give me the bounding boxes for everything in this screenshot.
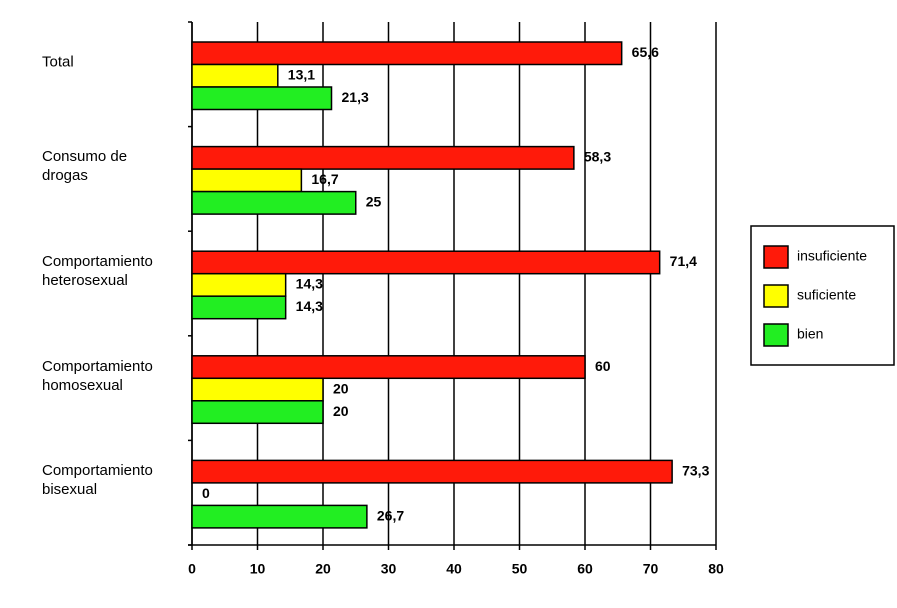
bar — [191, 459, 673, 484]
x-tick-label: 0 — [188, 561, 196, 577]
value-label: 13,1 — [288, 66, 315, 82]
bar — [191, 86, 333, 111]
bar — [191, 63, 279, 88]
bar — [191, 168, 303, 193]
x-tick-label: 70 — [643, 561, 659, 577]
bar — [191, 355, 586, 380]
x-tick-label: 40 — [446, 561, 462, 577]
bar — [191, 295, 287, 320]
bar — [191, 504, 368, 529]
bar — [191, 41, 623, 66]
bar — [191, 250, 661, 275]
x-tick-label: 60 — [577, 561, 593, 577]
bar — [191, 190, 357, 215]
value-label: 25 — [366, 194, 382, 210]
legend-swatch — [763, 323, 789, 347]
value-label: 65,6 — [632, 44, 659, 60]
value-label: 0 — [202, 485, 210, 501]
category-label: Comportamiento heterosexual — [42, 252, 153, 289]
legend-swatch — [763, 284, 789, 308]
category-label: Total — [42, 53, 74, 71]
value-label: 14,3 — [296, 298, 323, 314]
value-label: 20 — [333, 380, 349, 396]
category-label: Comportamiento bisexual — [42, 462, 153, 499]
value-label: 58,3 — [584, 149, 611, 165]
value-label: 20 — [333, 403, 349, 419]
x-tick-label: 20 — [315, 561, 331, 577]
value-label: 16,7 — [311, 171, 338, 187]
value-label: 14,3 — [296, 276, 323, 292]
value-label: 73,3 — [682, 462, 709, 478]
category-label: Consumo de drogas — [42, 148, 128, 185]
legend-label: suficiente — [797, 287, 856, 303]
value-label: 71,4 — [670, 253, 697, 269]
bar — [191, 145, 575, 170]
legend-label: bien — [797, 326, 823, 342]
x-tick-label: 50 — [512, 561, 528, 577]
bar — [191, 377, 324, 402]
value-label: 21,3 — [342, 89, 369, 105]
x-tick-label: 80 — [708, 561, 724, 577]
x-tick-label: 30 — [381, 561, 397, 577]
bar — [191, 400, 324, 425]
value-label: 26,7 — [377, 507, 404, 523]
x-tick-label: 10 — [250, 561, 266, 577]
value-label: 60 — [595, 358, 611, 374]
bar — [191, 272, 287, 297]
legend-swatch — [763, 245, 789, 269]
legend-label: insuficiente — [797, 248, 867, 264]
category-label: Comportamiento homosexual — [42, 357, 153, 394]
